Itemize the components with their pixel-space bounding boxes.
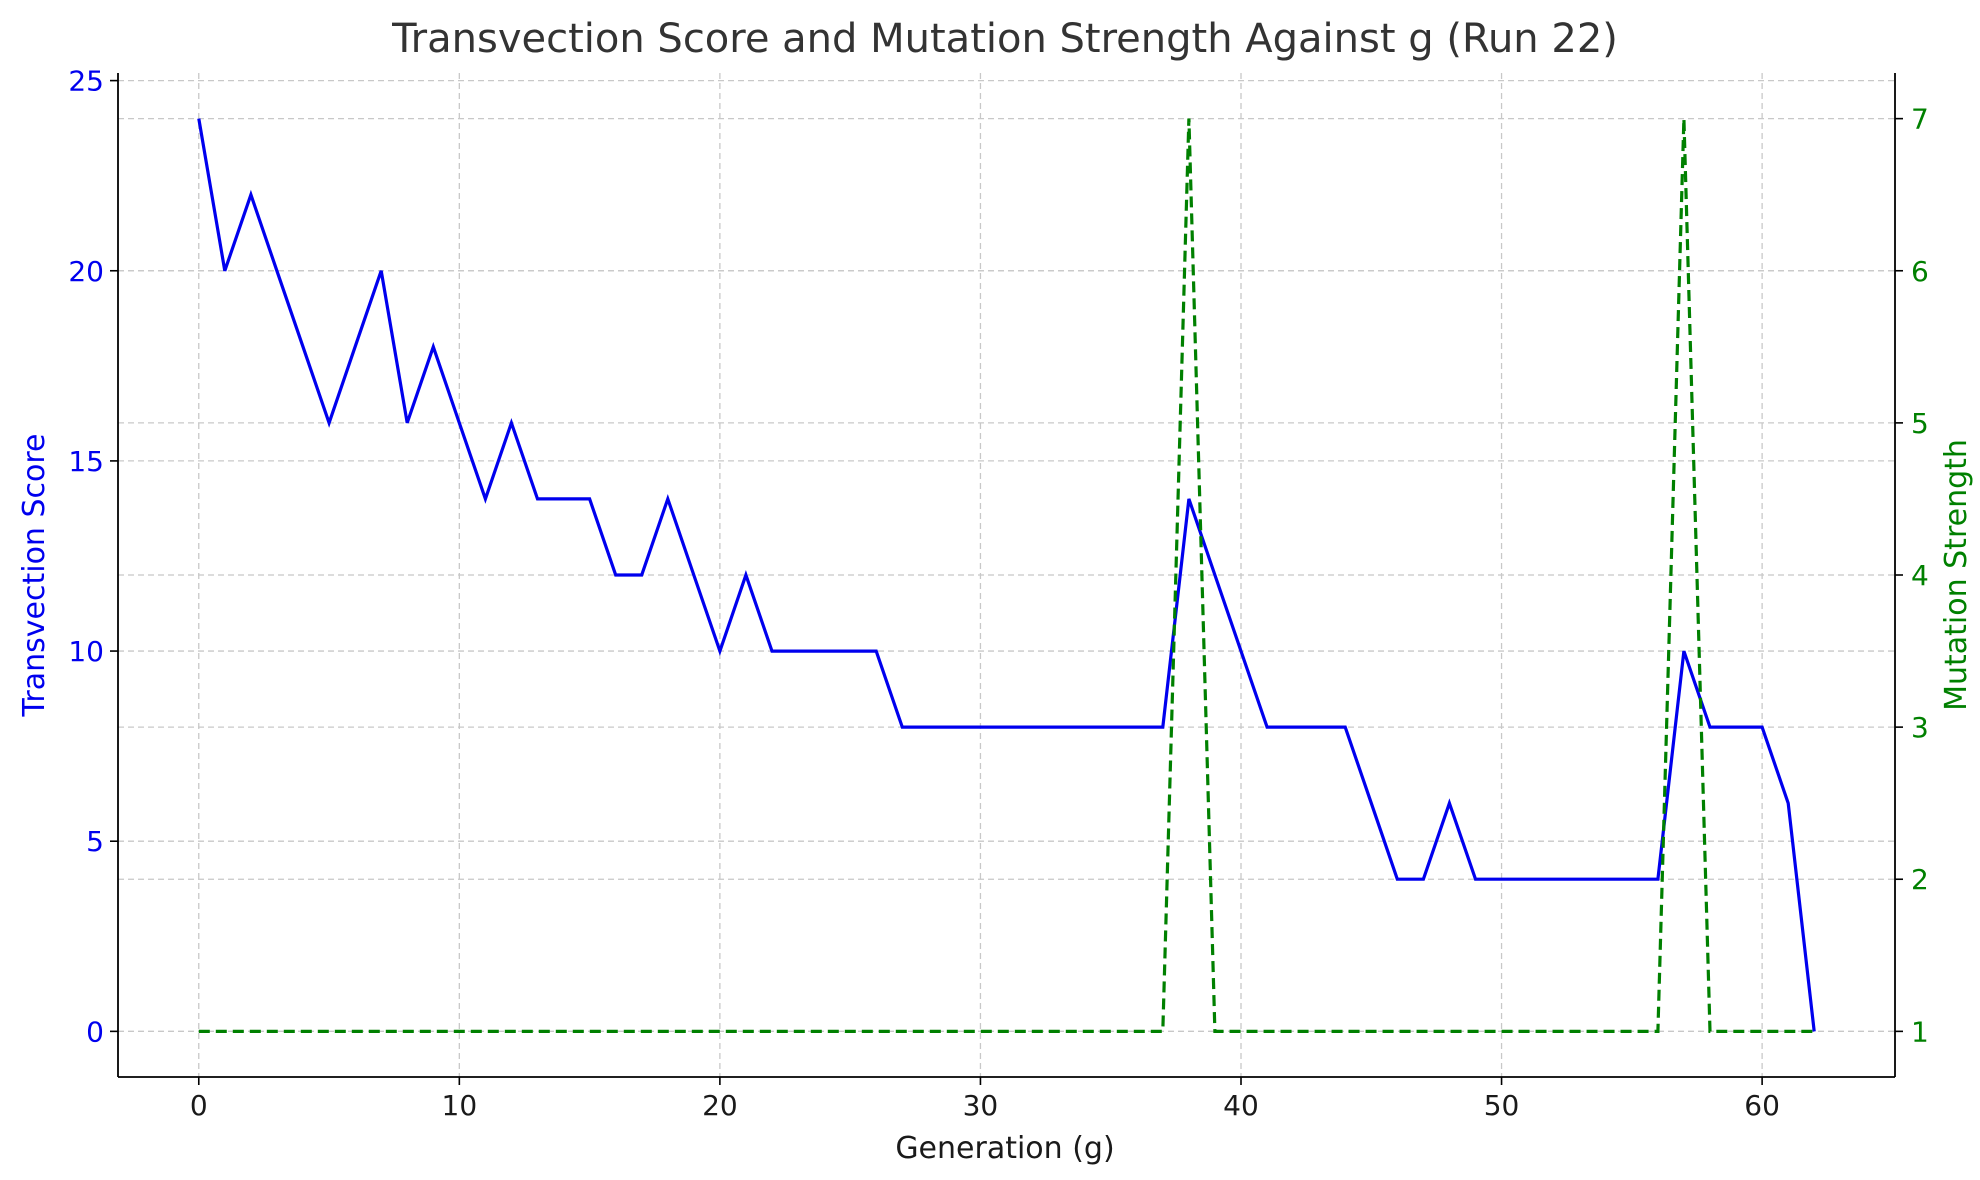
y-tick-label-left: 10 [68, 635, 104, 668]
x-tick-label: 10 [442, 1089, 478, 1122]
y-tick-label-left: 20 [68, 255, 104, 288]
y-tick-label-right: 7 [1911, 103, 1929, 136]
y-axis-label-left: Transvection Score [17, 433, 52, 717]
y-tick-label-left: 15 [68, 445, 104, 478]
y-tick-label-right: 4 [1911, 559, 1929, 592]
chart-title: Transvection Score and Mutation Strength… [391, 16, 1618, 62]
y-tick-label-right: 2 [1911, 863, 1929, 896]
y-tick-label-right: 1 [1911, 1015, 1929, 1048]
series-lines [197, 118, 1816, 1034]
y-tick-label-right: 3 [1911, 711, 1929, 744]
transvection-score-line [197, 118, 1816, 1032]
y-tick-label-right: 5 [1911, 407, 1929, 440]
x-tick-label: 60 [1744, 1089, 1780, 1122]
grid-lines [118, 73, 1895, 1077]
x-axis-label: Generation (g) [895, 1131, 1114, 1166]
x-tick-label: 40 [1223, 1089, 1259, 1122]
y-tick-label-right: 6 [1911, 255, 1929, 288]
y-tick-label-left: 25 [68, 65, 104, 98]
y-axis-label-right: Mutation Strength [1939, 439, 1974, 711]
tick-marks: 0 10 20 30 40 50 60 0 5 10 15 20 25 1 2 3 4 5 6 7 [68, 65, 1928, 1122]
y-tick-label-left: 0 [86, 1015, 104, 1048]
mutation-strength-line [198, 118, 1815, 1034]
x-tick-label: 20 [702, 1089, 738, 1122]
x-tick-label: 0 [190, 1089, 208, 1122]
y-tick-label-left: 5 [86, 825, 104, 858]
x-tick-label: 30 [963, 1089, 999, 1122]
x-tick-label: 50 [1484, 1089, 1520, 1122]
